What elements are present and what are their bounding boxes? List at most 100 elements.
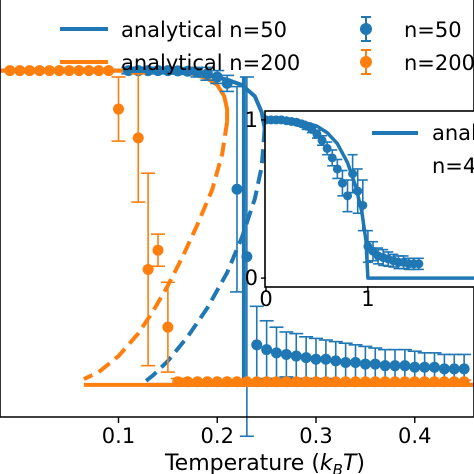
x-axis-label-t: T	[343, 451, 358, 474]
sim_n50-point	[152, 65, 164, 77]
sim_n50-point	[389, 360, 401, 372]
sim_n50-point	[350, 356, 361, 368]
sim_n200-point	[448, 376, 460, 388]
sim_n200-point	[300, 376, 312, 388]
inset_sim-point	[348, 169, 358, 179]
legend-label-analytical-n200: analytical n=200	[121, 51, 300, 75]
inset_sim-point	[317, 135, 327, 145]
sim_n200-point	[211, 376, 223, 388]
x-axis-label-sub: B	[333, 461, 343, 474]
sim_n200-point	[438, 376, 450, 388]
sim_n200-point	[152, 244, 164, 256]
x-tick-label: 0	[259, 287, 272, 311]
sim_n200-point	[429, 376, 440, 388]
analytical_n50-unstable-line	[144, 128, 267, 383]
legend-label-n50: n=50	[404, 18, 462, 42]
sim_n200-point	[389, 376, 401, 388]
sim_n50-point	[192, 66, 203, 78]
sim_n200-point	[419, 376, 431, 388]
sim_n200-point	[142, 263, 154, 275]
sim_n50-point	[458, 363, 470, 375]
sim_n50-point	[399, 360, 411, 372]
sim_n50-point	[280, 348, 292, 360]
sim_n50-point	[221, 77, 233, 89]
sim_n200-point	[290, 376, 302, 388]
sim_n200-point	[162, 321, 174, 333]
main-series-errorbars	[4, 65, 472, 438]
sim_n200-point	[330, 376, 342, 388]
sim_n200-point	[261, 376, 273, 388]
inset-plot: 0 1 0 1 anal n=4	[245, 108, 474, 311]
sim_n50-point	[142, 65, 154, 77]
sim_n200-point	[93, 65, 105, 77]
sim_n50-point	[320, 353, 332, 365]
sim_n200-point	[201, 376, 213, 388]
y-tick-label: 0	[245, 266, 258, 290]
sim_n200-point	[53, 65, 65, 77]
inset-series-errorbars	[261, 115, 424, 271]
legend-label-analytical-n50: analytical n=50	[121, 18, 287, 42]
sim_n200-point	[172, 376, 184, 388]
x-tick-label: 0.4	[398, 424, 431, 448]
sim_n50-point	[448, 363, 460, 375]
sim_n200-point	[251, 376, 263, 388]
sim_n50-point	[162, 65, 174, 77]
inset_sim-point	[337, 178, 347, 188]
sim_n200-point	[310, 376, 322, 388]
sim_n50-point	[409, 361, 421, 373]
sim_n50-point	[300, 352, 312, 364]
sim_n50-point	[340, 356, 352, 368]
sim_n50-point	[310, 353, 322, 365]
x-tick-label: 0.3	[299, 424, 332, 448]
sim_n200-point	[103, 65, 115, 77]
legend-label-n200: n=200	[404, 51, 474, 75]
sim_n200-point	[113, 103, 124, 115]
x-tick-label: 0.1	[102, 424, 135, 448]
inset-background	[265, 111, 474, 287]
sim_n50-point	[379, 360, 391, 372]
sim_n50-point	[172, 65, 184, 77]
sim_n200-point	[83, 65, 95, 77]
sim_n200-point	[369, 376, 381, 388]
sim_n200-point	[4, 65, 16, 77]
main-legend: analytical n=50 n=50 analytical n=200 n=…	[60, 16, 474, 75]
sim_n200-point	[182, 376, 194, 388]
inset-ticks: 0 1 0 1	[245, 108, 375, 311]
sim_n50-point	[201, 68, 213, 80]
sim_n200-point	[458, 376, 470, 388]
inset_sim-point	[343, 191, 353, 201]
x-tick-label: 1	[361, 287, 374, 311]
sim_n50-point	[241, 251, 253, 263]
main-x-ticks: 0.1 0.2 0.3 0.4	[102, 417, 431, 448]
sim_n50-point	[369, 358, 381, 370]
sim_n200-point	[73, 65, 85, 77]
inset-frame	[264, 110, 474, 288]
y-tick-label: 1	[245, 108, 258, 132]
main-axes-frame	[0, 0, 474, 418]
sim_n200-point	[231, 376, 243, 388]
sim_n200-point	[409, 376, 421, 388]
inset_sim-point	[414, 259, 424, 269]
inset_sim-point	[332, 164, 342, 174]
sim_n50-point	[251, 339, 263, 351]
sim_n200-point	[132, 132, 144, 144]
x-tick-label: 0.2	[201, 424, 234, 448]
main-plot: 0.1 0.2 0.3 0.4	[0, 0, 474, 448]
sim_n200-point	[359, 376, 371, 388]
sim_n50-point	[359, 358, 371, 370]
inset_sim-point	[327, 153, 337, 163]
inset_sim-point	[353, 186, 363, 196]
inset_sim-point	[358, 200, 368, 210]
sim_n200-point	[63, 65, 75, 77]
sim_n50-point	[429, 361, 440, 373]
x-axis-label-prefix: Temperature (	[164, 451, 320, 474]
x-axis-label: Temperature (kBT)	[164, 451, 365, 474]
sim_n200-point	[14, 65, 26, 77]
inset_sim-point	[322, 143, 332, 153]
sim_n50-point	[419, 361, 431, 373]
sim_n200-point	[340, 376, 352, 388]
sim_n50-point	[261, 344, 273, 356]
inset-legend-label-sim: n=4	[432, 154, 474, 178]
sim_n200-point	[379, 376, 391, 388]
